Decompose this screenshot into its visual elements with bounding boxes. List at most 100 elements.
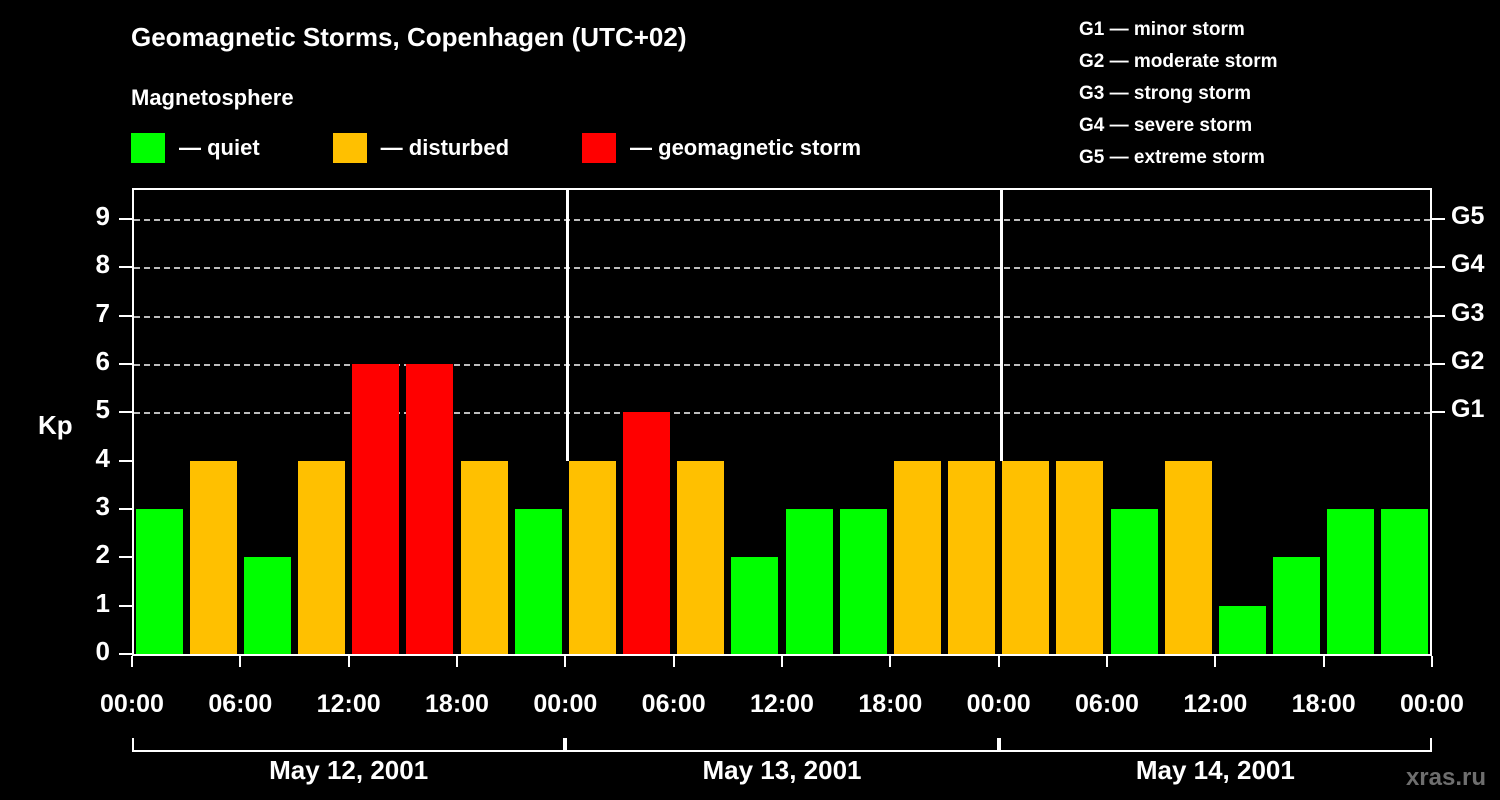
bar (948, 460, 996, 654)
y-tick-label-2: 2 (95, 539, 110, 570)
bar (677, 460, 725, 654)
gridline-kp-8 (134, 267, 1430, 270)
y-tick-label-4: 4 (95, 442, 110, 473)
bar (1110, 509, 1158, 654)
gridline-kp-7 (134, 315, 1430, 318)
g-tick-G5 (1432, 218, 1445, 220)
bar (1002, 460, 1050, 654)
x-tick-2 (347, 656, 350, 667)
bar (1164, 460, 1212, 654)
bar (406, 364, 454, 654)
y-tick-label-7: 7 (95, 297, 110, 328)
x-tick-label-5: 06:00 (641, 690, 706, 718)
x-tick-11 (1322, 656, 1325, 667)
y-tick-label-8: 8 (95, 249, 110, 280)
x-tick-3 (456, 656, 458, 667)
g-tick-G4 (1432, 266, 1445, 269)
bar (568, 460, 616, 654)
gridline-kp-9 (134, 219, 1430, 221)
y-tick-9 (119, 218, 132, 220)
x-tick-label-2: 12:00 (316, 690, 381, 718)
day-label-3: May 14, 2001 (1135, 755, 1295, 785)
y-tick-label-9: 9 (95, 201, 110, 231)
g-tick-G2 (1432, 363, 1445, 365)
y-axis-title: Kp (38, 410, 73, 440)
x-tick-0 (131, 656, 133, 667)
y-tick-5 (119, 411, 132, 414)
y-tick-0 (119, 653, 132, 655)
day-label-1: May 12, 2001 (269, 755, 429, 785)
gscale-line-5: G5 — extreme storm (1079, 147, 1265, 168)
x-tick-label-6: 12:00 (750, 690, 814, 718)
day-bracket-2 (565, 738, 999, 752)
bar (1056, 460, 1104, 654)
bar (189, 460, 237, 654)
y-tick-label-5: 5 (95, 394, 110, 425)
x-tick-8 (997, 656, 1000, 667)
plot-area (132, 188, 1432, 656)
legend-swatch-disturbed (332, 133, 367, 163)
x-tick-6 (781, 656, 783, 667)
y-tick-7 (119, 314, 132, 317)
x-tick-5 (672, 656, 675, 667)
legend-label-disturbed: — disturbed (380, 135, 510, 160)
y-tick-2 (119, 556, 132, 559)
gscale-legend: G1 — minor storm G2 — moderate storm G3 — … (1079, 14, 1278, 174)
bar (785, 509, 833, 654)
color-legend: — quiet — disturbed — geomagnetic storm (131, 133, 861, 163)
y-tick-6 (119, 363, 132, 365)
legend-item-quiet: — quiet (131, 133, 260, 163)
subtitle-magnetosphere: Magnetosphere (131, 85, 294, 110)
bar (893, 460, 941, 654)
y-tick-3 (119, 508, 132, 510)
g-tick-G1 (1432, 411, 1445, 414)
legend-label-quiet: — quiet (179, 135, 260, 160)
bar (1218, 605, 1266, 654)
bar (135, 509, 183, 654)
legend-label-geomagnetic-storm: — geomagnetic storm (630, 135, 862, 160)
x-tick-label-0: 00:00 (100, 690, 164, 718)
bar (1327, 509, 1375, 654)
x-tick-label-3: 18:00 (425, 690, 489, 718)
gridline-kp-6 (134, 364, 1430, 366)
x-tick-label-8: 00:00 (966, 690, 1031, 718)
bar (1381, 509, 1429, 654)
bar (352, 364, 400, 654)
x-tick-label-11: 18:00 (1291, 690, 1356, 718)
gscale-line-3: G3 — strong storm (1079, 83, 1252, 104)
bar (460, 460, 508, 654)
bar (514, 509, 562, 654)
gscale-line-1: G1 — minor storm (1079, 19, 1245, 40)
g-tick-label-G4: G4 (1451, 250, 1485, 279)
y-tick-1 (119, 604, 132, 607)
gridline-kp-5 (134, 412, 1430, 415)
y-tick-4 (119, 459, 132, 462)
legend-swatch-quiet (131, 133, 165, 163)
day-bracket-3 (998, 738, 1432, 752)
bar (623, 412, 671, 654)
x-tick-label-1: 06:00 (208, 690, 273, 718)
x-tick-label-4: 00:00 (533, 690, 598, 718)
bar (1273, 557, 1321, 654)
x-tick-label-12: 00:00 (1400, 690, 1464, 718)
x-tick-12 (1431, 656, 1433, 667)
x-tick-1 (239, 656, 242, 667)
legend-item-disturbed: — disturbed (332, 133, 510, 163)
day-separator-2 (999, 190, 1003, 461)
g-tick-label-G5: G5 (1451, 202, 1485, 230)
legend-item-geomagnetic-storm: — geomagnetic storm (582, 133, 861, 163)
y-tick-label-0: 0 (95, 636, 110, 666)
x-tick-label-7: 18:00 (858, 690, 923, 718)
day-separator-1 (566, 190, 570, 461)
watermark: xras.ru (1405, 764, 1486, 791)
y-tick-label-6: 6 (95, 346, 110, 376)
page-title: Geomagnetic Storms, Copenhagen (UTC+02) (131, 22, 687, 52)
bar (298, 460, 346, 654)
gscale-line-2: G2 — moderate storm (1079, 51, 1278, 72)
bar (243, 557, 291, 654)
g-tick-label-G2: G2 (1451, 347, 1485, 375)
x-tick-9 (1106, 656, 1108, 667)
y-tick-label-1: 1 (95, 587, 110, 618)
x-tick-4 (564, 656, 567, 667)
y-tick-8 (119, 266, 132, 269)
